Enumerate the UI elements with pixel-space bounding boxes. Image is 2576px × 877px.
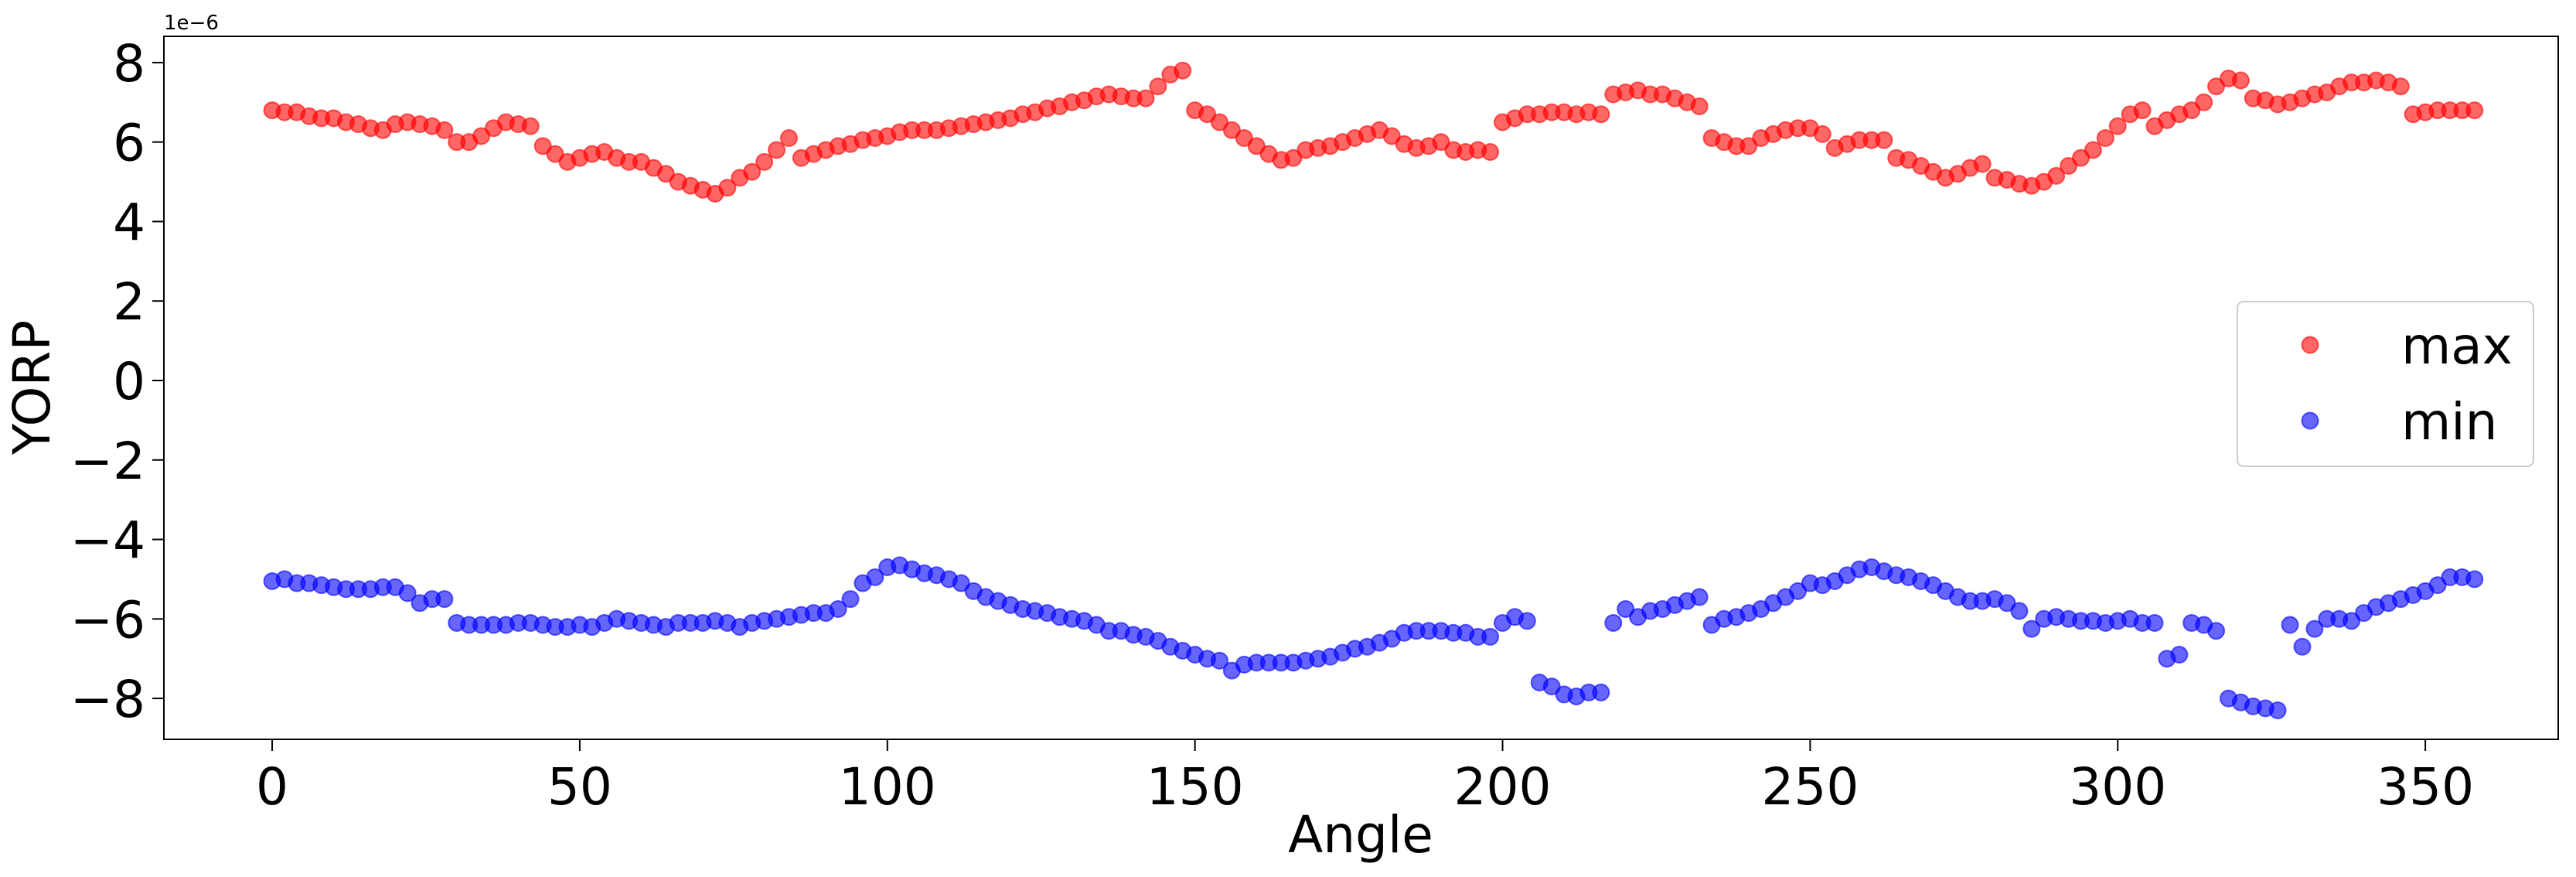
legend-marker — [2301, 336, 2319, 354]
point — [2072, 148, 2090, 167]
point — [1481, 627, 1500, 646]
point — [1875, 131, 1893, 149]
y-tick-label: 0 — [113, 352, 145, 411]
point — [2391, 77, 2410, 96]
x-axis-label: Angle — [1288, 805, 1433, 865]
x-tick-label: 250 — [1761, 757, 1859, 817]
point — [2428, 576, 2447, 595]
y-tick-label: 4 — [113, 193, 145, 252]
point — [1542, 677, 1561, 696]
point — [2096, 129, 2114, 148]
point — [1973, 155, 1992, 173]
point — [2231, 71, 2250, 90]
point — [2182, 101, 2201, 120]
point — [472, 127, 491, 145]
point — [1136, 89, 1155, 107]
x-tick-label: 350 — [2377, 757, 2474, 817]
point — [2281, 616, 2299, 634]
y-tick-label: 2 — [113, 272, 145, 332]
point — [1210, 113, 1228, 131]
point — [743, 162, 762, 181]
point — [1617, 599, 1635, 618]
point — [1592, 105, 1610, 124]
point — [1235, 129, 1253, 148]
point — [2133, 101, 2152, 120]
point — [546, 145, 564, 163]
point — [755, 152, 774, 171]
point — [435, 590, 454, 609]
point — [952, 574, 970, 592]
point — [1788, 582, 1807, 600]
y-tick-label: −8 — [70, 670, 145, 729]
y-axis-label: YORP — [2, 320, 62, 456]
point — [866, 568, 884, 586]
point — [1739, 137, 1758, 155]
x-tick-label: 300 — [2069, 757, 2166, 817]
point — [829, 599, 847, 618]
point — [2268, 701, 2287, 719]
point — [2047, 166, 2066, 185]
point — [1481, 143, 1500, 162]
point — [779, 129, 798, 148]
point — [2060, 157, 2078, 176]
y-tick-label: −6 — [70, 590, 145, 650]
x-tick-label: 0 — [256, 757, 288, 817]
point — [1690, 97, 1709, 115]
point — [2465, 570, 2484, 589]
point — [1174, 61, 1192, 80]
offset-text: 1e−6 — [164, 12, 219, 35]
point — [1813, 125, 1831, 143]
point — [1604, 613, 1623, 632]
point — [1432, 133, 1450, 152]
point — [656, 165, 675, 183]
point — [2293, 637, 2312, 656]
point — [2305, 619, 2324, 638]
point — [1149, 77, 1167, 96]
point — [2343, 612, 2361, 630]
x-tick-label: 200 — [1454, 757, 1552, 817]
y-tick-label: 8 — [113, 34, 145, 94]
point — [1592, 683, 1610, 701]
y-tick-label: −2 — [70, 432, 145, 491]
point — [1690, 588, 1709, 606]
point — [1518, 612, 1536, 630]
point — [2010, 602, 2029, 620]
point — [841, 590, 860, 609]
point — [435, 121, 454, 139]
y-tick-label: 6 — [113, 114, 145, 173]
point — [521, 117, 540, 135]
point — [1382, 127, 1401, 145]
plot-frame — [163, 36, 2559, 740]
legend-label: min — [2401, 392, 2497, 452]
point — [2207, 622, 2226, 640]
x-tick-label: 50 — [547, 757, 612, 817]
point — [718, 179, 737, 197]
point — [2207, 77, 2226, 96]
point — [1198, 105, 1217, 124]
point — [1247, 137, 1266, 155]
point — [1284, 148, 1303, 167]
x-tick-label: 150 — [1147, 757, 1244, 817]
point — [768, 141, 786, 159]
point — [2108, 117, 2127, 135]
point — [2084, 141, 2102, 159]
point — [1998, 594, 2016, 613]
point — [2170, 646, 2189, 664]
point — [1222, 121, 1241, 139]
legend-marker — [2301, 411, 2319, 430]
x-tick-label: 100 — [839, 757, 936, 817]
point — [1210, 651, 1228, 670]
point — [2465, 101, 2484, 120]
point — [2022, 619, 2041, 638]
point — [2145, 613, 2164, 632]
point — [398, 584, 417, 602]
y-tick-label: −4 — [70, 511, 145, 571]
legend-label: max — [2401, 316, 2513, 376]
point — [2195, 93, 2213, 111]
point — [533, 137, 552, 155]
